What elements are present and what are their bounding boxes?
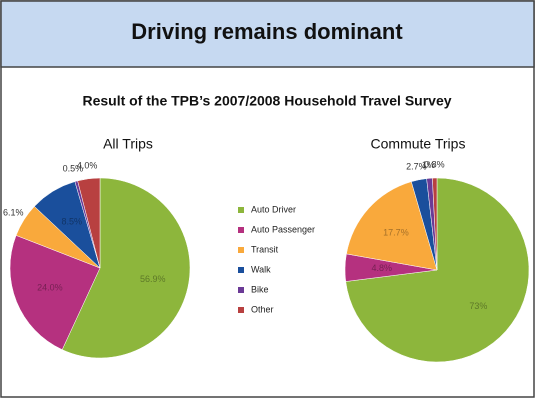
legend-label: Bike	[251, 284, 269, 294]
legend-marker	[238, 247, 244, 253]
slice-label: 73%	[469, 301, 487, 311]
legend-label: Auto Passenger	[251, 224, 315, 234]
legend-marker	[238, 267, 244, 273]
pie-slice	[432, 177, 438, 271]
subtitle: Result of the TPB’s 2007/2008 Household …	[82, 93, 451, 109]
pie-title: Commute Trips	[371, 136, 466, 152]
slice-label: 24.0%	[37, 283, 63, 293]
slice-label: 56.9%	[140, 274, 166, 284]
slide-title: Driving remains dominant	[131, 19, 403, 44]
slice-label: 17.7%	[383, 227, 409, 237]
legend-marker	[238, 207, 244, 213]
legend-label: Other	[251, 304, 274, 314]
slice-label: 0.5%	[63, 163, 84, 173]
pie-title: All Trips	[103, 136, 153, 152]
pie-slice	[61, 177, 191, 359]
pie-slice	[346, 181, 438, 271]
slice-label: 6.1%	[3, 208, 24, 218]
legend-label: Transit	[251, 244, 279, 254]
legend-marker	[238, 227, 244, 233]
legend-marker	[238, 287, 244, 293]
pie-slice	[345, 177, 530, 363]
pie-slice	[77, 177, 101, 269]
legend-marker	[238, 307, 244, 313]
slice-label: 4.0%	[77, 161, 98, 171]
slice-label: 2.7%	[406, 162, 427, 172]
slice-label: 8.5%	[62, 216, 83, 226]
slice-label: 1%	[422, 160, 435, 170]
header-band	[0, 0, 535, 68]
legend-label: Auto Driver	[251, 204, 296, 214]
legend-label: Walk	[251, 264, 271, 274]
slice-label: 4.8%	[372, 263, 393, 273]
slice-label: 0.8%	[424, 160, 445, 170]
pie-slice	[9, 235, 101, 351]
